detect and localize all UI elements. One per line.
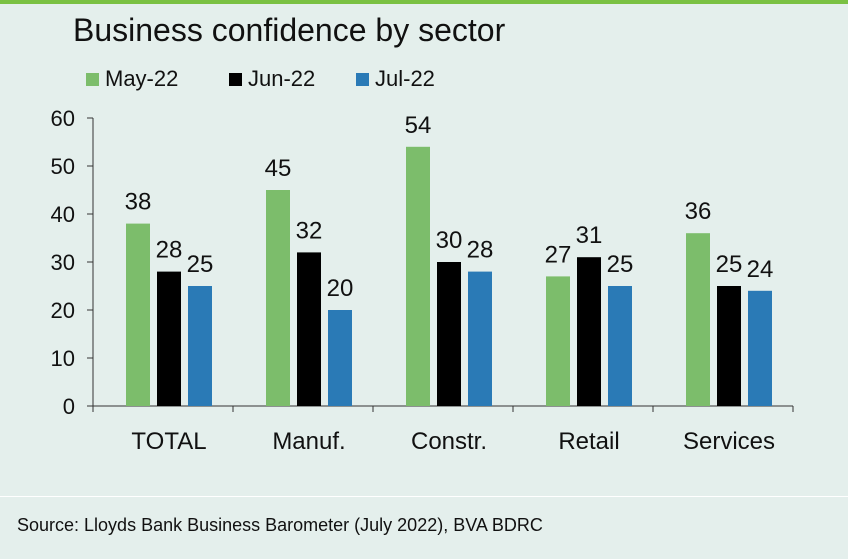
bar-total-jun-22 bbox=[157, 271, 181, 406]
top-accent-rule bbox=[0, 0, 848, 4]
data-label-constr-jul-22: 28 bbox=[467, 237, 494, 264]
x-tick-label-total: TOTAL bbox=[131, 428, 206, 455]
bar-retail-jun-22 bbox=[577, 257, 601, 406]
bar-constr-jul-22 bbox=[468, 271, 492, 406]
source-note: Source: Lloyds Bank Business Barometer (… bbox=[17, 515, 543, 535]
legend-item-jul-22: Jul-22 bbox=[356, 64, 435, 94]
data-label-services-jun-22: 25 bbox=[716, 251, 743, 278]
bar-constr-may-22 bbox=[406, 146, 430, 407]
bar-manuf-may-22 bbox=[266, 190, 290, 406]
bar-manuf-jul-22 bbox=[328, 310, 352, 406]
data-label-services-jul-22: 24 bbox=[747, 256, 774, 283]
legend-item-may-22: May-22 bbox=[86, 64, 178, 94]
y-tick-label-0: 0 bbox=[63, 394, 75, 419]
footer-divider bbox=[0, 496, 848, 497]
data-label-total-jun-22: 28 bbox=[156, 237, 183, 264]
legend-label-jun-22: Jun-22 bbox=[248, 66, 316, 91]
x-tick-label-retail: Retail bbox=[558, 428, 619, 455]
y-tick-label-6: 60 bbox=[51, 106, 75, 131]
x-tick-label-services: Services bbox=[683, 428, 775, 455]
data-label-manuf-jul-22: 20 bbox=[327, 275, 354, 302]
bar-total-jul-22 bbox=[188, 286, 212, 406]
data-label-total-jul-22: 25 bbox=[187, 251, 214, 278]
legend-item-jun-22: Jun-22 bbox=[229, 64, 315, 94]
bar-total-may-22 bbox=[126, 223, 150, 406]
data-label-manuf-jun-22: 32 bbox=[296, 217, 323, 244]
data-label-retail-jun-22: 31 bbox=[576, 222, 603, 249]
data-label-constr-jun-22: 30 bbox=[436, 227, 463, 254]
legend-swatch-jun-22 bbox=[229, 72, 242, 86]
x-tick-label-manuf: Manuf. bbox=[272, 428, 345, 455]
bar-retail-jul-22 bbox=[608, 286, 632, 406]
bar-chart: 0102030405060382825TOTAL453220Manuf.5430… bbox=[51, 106, 794, 455]
data-label-services-may-22: 36 bbox=[685, 198, 712, 225]
legend-swatch-jul-22 bbox=[356, 72, 369, 86]
y-tick-label-3: 30 bbox=[51, 250, 75, 275]
data-label-retail-jul-22: 25 bbox=[607, 251, 634, 278]
chart-title: Business confidence by sector bbox=[73, 12, 506, 48]
bar-services-jul-22 bbox=[748, 290, 772, 406]
bar-constr-jun-22 bbox=[437, 262, 461, 406]
x-tick-label-constr: Constr. bbox=[411, 428, 487, 455]
bar-manuf-jun-22 bbox=[297, 252, 321, 406]
legend-label-jul-22: Jul-22 bbox=[375, 66, 435, 91]
y-tick-label-2: 20 bbox=[51, 298, 75, 323]
legend-label-may-22: May-22 bbox=[105, 66, 179, 91]
y-tick-label-5: 50 bbox=[51, 154, 75, 179]
bar-services-jun-22 bbox=[717, 286, 741, 406]
legend-swatch-may-22 bbox=[86, 72, 99, 86]
data-label-constr-may-22: 54 bbox=[405, 112, 432, 139]
y-tick-label-1: 10 bbox=[51, 346, 75, 371]
bar-retail-may-22 bbox=[546, 276, 570, 406]
data-label-total-may-22: 38 bbox=[125, 189, 152, 216]
data-label-manuf-may-22: 45 bbox=[265, 155, 292, 182]
y-tick-label-4: 40 bbox=[51, 202, 75, 227]
bar-services-may-22 bbox=[686, 233, 710, 406]
data-label-retail-may-22: 27 bbox=[545, 241, 572, 268]
